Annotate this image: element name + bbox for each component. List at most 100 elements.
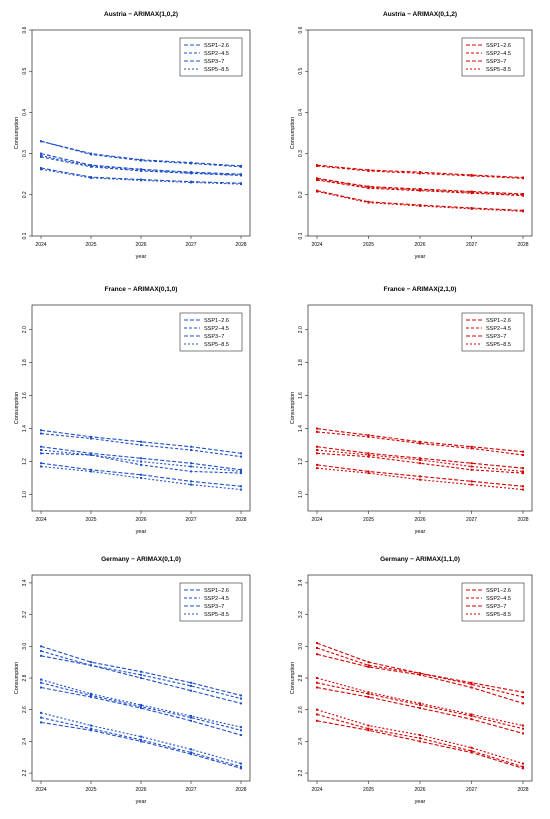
series-line <box>40 167 242 184</box>
data-point <box>419 673 421 676</box>
data-point <box>316 681 318 684</box>
data-point <box>316 653 318 656</box>
legend-label: SSP2−4.5 <box>486 51 511 57</box>
data-point <box>40 152 42 155</box>
y-tick-label: 1.4 <box>298 425 304 432</box>
data-point <box>316 427 318 430</box>
series-line <box>40 452 242 474</box>
data-point <box>367 691 370 694</box>
data-point <box>367 453 370 456</box>
data-point <box>190 689 192 692</box>
data-point <box>522 194 524 197</box>
data-point <box>40 167 42 170</box>
data-point <box>367 696 370 699</box>
data-point <box>419 458 421 461</box>
y-axis-label: Consumption <box>290 662 296 694</box>
legend-label: SSP5−8.5 <box>486 612 511 618</box>
data-point <box>367 661 370 664</box>
data-point <box>316 719 318 722</box>
data-point <box>367 452 370 455</box>
data-point <box>140 440 142 443</box>
series-line <box>40 712 242 765</box>
legend-label: SSP2−4.5 <box>486 326 511 332</box>
data-point <box>90 696 92 699</box>
data-point <box>190 684 192 687</box>
y-tick-label: 0.6 <box>298 26 304 33</box>
data-point <box>190 753 192 756</box>
data-point <box>40 678 42 681</box>
series-line <box>40 140 242 167</box>
data-point <box>240 455 242 458</box>
x-tick-label: 2028 <box>517 242 528 248</box>
data-point <box>190 715 192 718</box>
data-point <box>419 442 421 445</box>
x-axis-label: year <box>415 529 426 535</box>
data-point <box>419 734 421 737</box>
data-point <box>419 171 421 174</box>
data-point <box>316 178 318 181</box>
data-point <box>470 174 473 177</box>
y-tick-label: 1.6 <box>298 392 304 399</box>
legend-label: SSP3−7 <box>204 59 224 65</box>
data-point <box>190 172 192 175</box>
data-point <box>40 154 42 157</box>
data-point <box>140 159 142 162</box>
legend-label: SSP2−4.5 <box>204 326 229 332</box>
x-tick-label: 2026 <box>135 787 146 793</box>
legend-label: SSP3−7 <box>204 334 224 340</box>
y-tick-label: 0.2 <box>298 191 304 198</box>
y-tick-label: 2.8 <box>298 674 304 681</box>
data-point <box>90 692 92 695</box>
data-point <box>190 681 192 684</box>
series-line <box>316 449 524 472</box>
y-tick-label: 1.4 <box>22 425 28 432</box>
data-point <box>470 746 473 749</box>
series-line <box>316 653 524 704</box>
legend-box <box>179 37 243 77</box>
legend-label: SSP1−2.6 <box>486 43 511 49</box>
y-tick-label: 0.6 <box>22 26 28 33</box>
legend-label: SSP1−2.6 <box>204 43 229 49</box>
x-tick-label: 2026 <box>135 517 146 523</box>
data-point <box>90 729 92 732</box>
legend-label: SSP2−4.5 <box>204 51 229 57</box>
y-tick-label: 0.3 <box>22 150 28 157</box>
data-point <box>190 470 192 473</box>
data-point <box>240 702 242 705</box>
y-tick-label: 1.0 <box>298 491 304 498</box>
chart-title: France − ARIMAX(0,1,0) <box>105 286 178 293</box>
data-point <box>40 654 42 657</box>
data-point <box>316 686 318 689</box>
data-point <box>367 435 370 438</box>
data-point <box>419 740 421 743</box>
data-point <box>419 478 421 481</box>
data-point <box>522 702 524 705</box>
data-point <box>367 187 370 190</box>
y-tick-label: 1.2 <box>22 458 28 465</box>
data-point <box>470 683 473 686</box>
y-tick-label: 1.0 <box>22 491 28 498</box>
data-point <box>419 189 421 192</box>
y-axis-label: Consumption <box>14 392 20 424</box>
y-tick-label: 2.2 <box>22 769 28 776</box>
y-axis-label: Consumption <box>14 117 20 149</box>
data-point <box>90 452 92 455</box>
legend-label: SSP5−8.5 <box>486 342 511 348</box>
data-point <box>140 740 142 743</box>
data-point <box>40 140 42 143</box>
x-tick-label: 2024 <box>35 517 46 523</box>
data-point <box>190 716 192 719</box>
data-point <box>522 177 524 180</box>
x-tick-label: 2027 <box>185 517 196 523</box>
data-point <box>90 165 92 168</box>
legend-label: SSP2−4.5 <box>486 596 511 602</box>
data-point <box>522 470 524 473</box>
y-axis-label: Consumption <box>290 117 296 149</box>
data-point <box>367 434 370 437</box>
x-axis-label: year <box>415 254 426 260</box>
x-tick-label: 2024 <box>35 242 46 248</box>
data-point <box>470 207 473 210</box>
data-point <box>90 724 92 727</box>
data-point <box>367 664 370 667</box>
